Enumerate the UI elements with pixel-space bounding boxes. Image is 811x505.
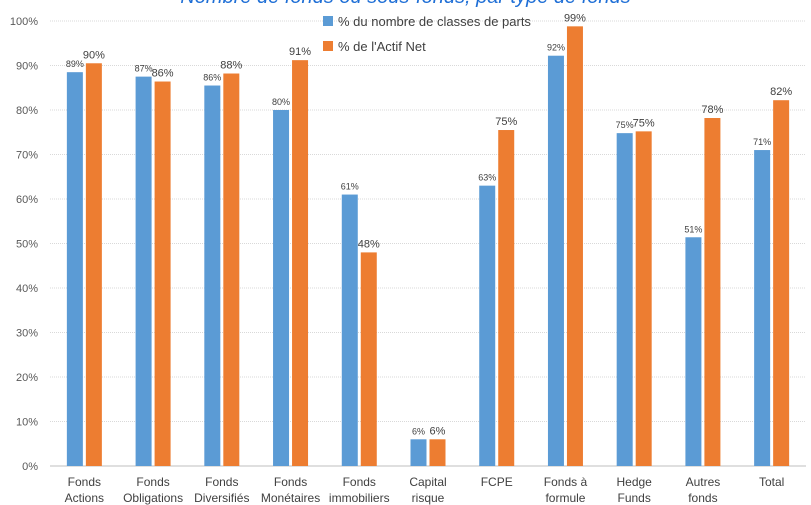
data-label: 89% <box>66 59 84 69</box>
x-tick-label: Fonds <box>205 475 238 489</box>
x-tick-label: Actions <box>65 491 104 505</box>
bar-actif-net <box>154 81 171 467</box>
x-tick-label: Fonds <box>136 475 169 489</box>
x-tick-label: Fonds <box>343 475 376 489</box>
x-tick-label: Fonds <box>68 475 101 489</box>
data-label: 48% <box>358 238 380 250</box>
bar-classes <box>66 72 83 467</box>
y-tick-label: 70% <box>16 150 38 162</box>
y-tick-label: 90% <box>16 61 38 73</box>
data-label: 6% <box>430 425 446 437</box>
legend-label: % de l'Actif Net <box>338 39 426 54</box>
data-label: 92% <box>547 43 565 53</box>
y-tick-label: 50% <box>16 239 38 251</box>
bar-actif-net <box>773 100 790 467</box>
data-label: 80% <box>272 97 290 107</box>
data-label: 71% <box>753 137 771 147</box>
x-tick-label: FCPE <box>481 475 513 489</box>
data-label: 63% <box>478 173 496 183</box>
bar-classes <box>273 110 290 466</box>
y-tick-label: 30% <box>16 328 38 340</box>
legend-label: % du nombre de classes de parts <box>338 14 531 29</box>
legend-swatch <box>323 16 333 26</box>
x-tick-label: Fonds à <box>544 475 588 489</box>
data-label: 78% <box>701 104 723 116</box>
data-label: 87% <box>135 64 153 74</box>
x-tick-label: Diversifiés <box>194 491 249 505</box>
bar-actif-net <box>292 60 309 466</box>
x-tick-label: Autres <box>686 475 721 489</box>
x-tick-label: formule <box>545 491 585 505</box>
data-label: 91% <box>289 46 311 58</box>
x-tick-label: Hedge <box>616 475 652 489</box>
data-label: 86% <box>152 68 174 80</box>
chart-title: Nombre de fonds ou sous-fonds, par type … <box>0 0 811 9</box>
bar-classes <box>754 150 771 467</box>
bar-classes <box>204 85 221 467</box>
bar-actif-net <box>360 252 377 466</box>
x-tick-label: Monétaires <box>261 491 320 505</box>
bar-actif-net <box>498 130 515 466</box>
data-label: 75% <box>495 116 517 128</box>
bar-classes <box>410 439 427 466</box>
bar-actif-net <box>635 131 652 467</box>
bar-classes <box>135 76 152 466</box>
x-tick-label: fonds <box>688 491 717 505</box>
data-label: 90% <box>83 49 105 61</box>
bar-classes <box>547 55 564 467</box>
bar-actif-net <box>704 118 721 466</box>
x-tick-label: risque <box>412 491 445 505</box>
y-tick-label: 10% <box>16 417 38 429</box>
bar-actif-net <box>566 26 583 467</box>
y-tick-label: 40% <box>16 283 38 295</box>
x-tick-label: Total <box>759 475 784 489</box>
data-label: 82% <box>770 86 792 98</box>
data-label: 75% <box>633 117 655 129</box>
bar-actif-net <box>223 73 240 466</box>
data-label: 6% <box>412 426 425 436</box>
data-label: 51% <box>684 224 702 234</box>
y-tick-label: 60% <box>16 194 38 206</box>
x-tick-label: Fonds <box>274 475 307 489</box>
x-tick-label: Funds <box>618 491 651 505</box>
data-label: 99% <box>564 12 586 24</box>
data-label: 86% <box>203 73 221 83</box>
y-tick-label: 20% <box>16 372 38 384</box>
bar-classes <box>479 185 496 466</box>
y-tick-label: 100% <box>10 16 38 28</box>
bar-classes <box>685 237 702 466</box>
bar-classes <box>341 194 358 467</box>
x-tick-label: immobiliers <box>329 491 390 505</box>
data-label: 88% <box>220 60 242 72</box>
bar-actif-net <box>429 439 446 466</box>
data-label: 61% <box>341 182 359 192</box>
legend-swatch <box>323 41 333 51</box>
bar-classes <box>616 133 633 466</box>
x-tick-label: Obligations <box>123 491 183 505</box>
data-label: 75% <box>616 120 634 130</box>
y-tick-label: 80% <box>16 105 38 117</box>
y-tick-label: 0% <box>22 461 38 473</box>
x-tick-label: Capital <box>409 475 446 489</box>
bar-actif-net <box>85 63 102 467</box>
